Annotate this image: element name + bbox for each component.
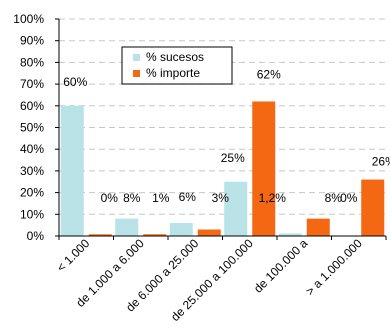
legend: % sucesos % importe — [121, 46, 233, 85]
y-tick-label: 80% — [20, 55, 44, 69]
legend-label: % sucesos — [146, 50, 204, 64]
bar — [224, 181, 248, 236]
legend-swatch — [133, 70, 140, 77]
data-label: 1,2% — [259, 191, 287, 205]
bar — [143, 234, 167, 236]
y-axis-ticks: 0% 10% 20% 30% 40% 50% 60% 70% 80% 90% 100% — [13, 12, 59, 243]
data-label: 62% — [257, 67, 281, 81]
x-tick-label: < 1.000 — [54, 236, 93, 275]
data-label: 0% — [340, 191, 358, 205]
data-label: 6% — [179, 190, 197, 204]
bar — [197, 229, 221, 236]
y-tick-label: 40% — [20, 142, 44, 156]
data-label: 60% — [63, 75, 87, 89]
data-label: 0% — [101, 191, 119, 205]
bar — [306, 218, 330, 236]
data-label: 3% — [212, 191, 230, 205]
bar — [115, 218, 139, 236]
bar — [169, 222, 193, 236]
bars — [60, 101, 385, 237]
y-tick-label: 70% — [20, 77, 44, 91]
bar — [361, 179, 385, 236]
y-tick-label: 90% — [20, 34, 44, 48]
bar — [88, 234, 112, 236]
y-tick-label: 10% — [20, 207, 44, 221]
y-tick-label: 100% — [13, 12, 44, 26]
legend-box — [121, 46, 233, 85]
y-tick-label: 20% — [20, 186, 44, 200]
x-tick-label: > a 1.000.000 — [303, 236, 365, 298]
bar — [60, 105, 84, 236]
data-label: 8% — [123, 191, 141, 205]
y-tick-label: 30% — [20, 164, 44, 178]
legend-label: % importe — [146, 66, 200, 80]
data-label: 25% — [221, 151, 245, 165]
y-tick-label: 0% — [27, 229, 45, 243]
y-tick-label: 50% — [20, 121, 44, 135]
legend-swatch — [133, 54, 140, 61]
data-label: 1% — [152, 191, 170, 205]
bar — [278, 233, 302, 236]
bar — [252, 101, 276, 237]
data-labels: 60% 8% 6% 25% 1,2% 0% 0% 1% 3% 62% 8% 26% — [63, 67, 390, 205]
data-label: 26% — [372, 155, 390, 169]
y-tick-label: 60% — [20, 99, 44, 113]
gridlines — [59, 18, 386, 215]
data-label: 8% — [325, 191, 343, 205]
x-tick-label: de 100.000 a — [251, 236, 311, 296]
